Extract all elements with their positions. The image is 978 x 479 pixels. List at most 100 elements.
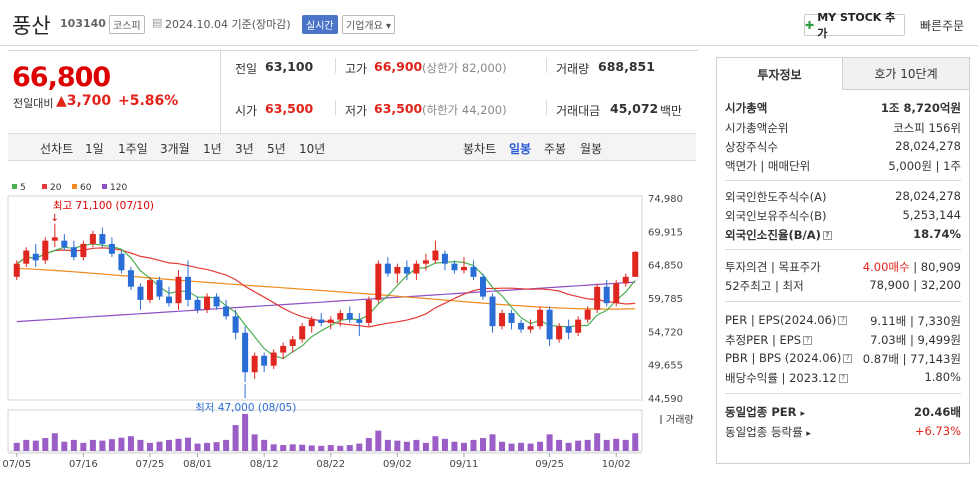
stock-chart[interactable]: 5 20 60 120 74,980 69,915 64,850 59,785 54,720 49… — [0, 170, 700, 475]
my-stock-add-button[interactable]: ✚ MY STOCK 추가 — [804, 11, 905, 40]
volume-bar — [251, 434, 258, 451]
help-icon[interactable]: ? — [838, 316, 848, 325]
candle-body — [413, 263, 420, 274]
prev-label: 전일 — [235, 62, 258, 76]
candle-body — [613, 283, 620, 304]
info-sublabel: BPS (2024.06) — [759, 351, 842, 365]
tab-monthly[interactable]: 월봉 — [580, 142, 603, 156]
volume-bar — [356, 443, 363, 451]
info-row: 동일업종 PER ▸ 20.46배 — [725, 404, 961, 421]
help-icon[interactable]: ? — [822, 231, 832, 240]
tab-invest-info[interactable]: 투자정보 — [717, 58, 843, 90]
lower-limit: (하한가 44,200) — [422, 103, 507, 117]
volume-bar — [394, 440, 401, 451]
info-row: 동일업종 등락률 ▸ +6.73% — [725, 424, 961, 441]
volume-axis-marker — [660, 415, 662, 424]
volume-bar — [204, 442, 211, 451]
y-tick-label: 64,850 — [648, 261, 683, 272]
x-tick-label: 08/22 — [316, 459, 345, 470]
tab-1d[interactable]: 1일 — [85, 142, 104, 156]
help-icon[interactable]: ? — [843, 354, 853, 363]
volume-value: 688,851 — [598, 59, 655, 74]
tab-orderbook[interactable]: 호가 10단계 — [843, 58, 969, 90]
candle-body — [51, 237, 58, 241]
info-row: 외국인보유주식수(B) 5,253,144 — [725, 208, 961, 225]
tab-daily[interactable]: 일봉 — [509, 142, 532, 156]
candle-body — [70, 247, 77, 258]
panel-divider — [725, 301, 961, 302]
volume-bar — [270, 444, 277, 451]
info-value: 9,499원 — [917, 333, 961, 347]
amount-value: 45,072 — [610, 101, 659, 116]
info-label: 외국인한도주식수(A) — [725, 190, 827, 204]
volume-bar — [384, 439, 391, 451]
candle-body — [194, 299, 201, 310]
info-value: 77,143원 — [910, 352, 961, 366]
candle-chart-label: 봉차트 — [463, 142, 497, 156]
volume-bar — [470, 439, 477, 451]
volume-bar — [413, 439, 420, 451]
info-row: 추정PER | EPS? 7.03배 | 9,499원 — [725, 333, 961, 347]
tab-weekly[interactable]: 주봉 — [544, 142, 567, 156]
company-overview-dropdown[interactable]: 기업개요 ▾ — [342, 15, 396, 34]
high-label: 고가 — [345, 62, 368, 76]
max-annotation: 최고 71,100 (07/10) — [53, 200, 154, 212]
tab-3m[interactable]: 3개월 — [160, 142, 190, 156]
x-tick-label: 07/16 — [69, 459, 98, 470]
panel-divider — [725, 393, 961, 394]
market-badge: 코스피 — [109, 15, 145, 34]
open-label: 시가 — [235, 104, 258, 118]
volume-bar — [422, 442, 429, 451]
candle-body — [365, 299, 372, 323]
x-tick-label: 07/25 — [136, 459, 165, 470]
x-tick-label: 09/11 — [450, 459, 479, 470]
help-icon[interactable]: ? — [838, 374, 848, 383]
y-tick-label: 59,785 — [648, 294, 683, 305]
candle-body — [146, 280, 153, 300]
sep — [546, 100, 547, 115]
tab-5y[interactable]: 5년 — [267, 142, 286, 156]
volume-bar — [280, 445, 287, 451]
info-value: 1.80% — [924, 370, 961, 384]
tab-10y[interactable]: 10년 — [299, 142, 326, 156]
volume-bar — [127, 436, 134, 451]
ma-60-line — [16, 267, 636, 310]
candle-body — [280, 345, 287, 353]
volume-bar — [99, 440, 106, 451]
candle-body — [499, 313, 506, 327]
tab-1y[interactable]: 1년 — [203, 142, 222, 156]
info-label: 상장주식수 — [725, 140, 778, 154]
tab-1w[interactable]: 1주일 — [118, 142, 148, 156]
volume-bar — [480, 438, 486, 451]
info-label: 시가총액 — [725, 101, 768, 115]
panel-divider — [725, 249, 961, 250]
candle-body — [470, 266, 477, 277]
candle-body — [565, 326, 572, 333]
quick-order-link[interactable]: 빠른주문 — [920, 19, 965, 33]
info-value: 18.74% — [913, 227, 961, 241]
candle-body — [99, 234, 106, 244]
volume-bar — [594, 433, 601, 451]
info-value: 7.03배 — [870, 333, 907, 347]
info-row: PER | EPS(2024.06)? 9.11배 | 7,330원 — [725, 313, 961, 328]
date-info: 2024.10.04 기준(장마감) — [165, 18, 291, 31]
tab-3y[interactable]: 3년 — [235, 142, 254, 156]
info-row: 액면가 | 매매단위 5,000원 | 1주 — [725, 158, 961, 175]
volume-bar — [289, 444, 296, 451]
legend-label: 60 — [80, 183, 92, 193]
info-value: 28,024,278 — [895, 139, 961, 153]
info-value: 5,253,144 — [902, 208, 961, 222]
chevron-down-icon: ▾ — [386, 21, 392, 32]
candle-body — [232, 316, 239, 333]
volume-bar — [556, 439, 563, 451]
info-label: 시가총액순위 — [725, 121, 789, 135]
volume-bar — [70, 439, 77, 451]
info-label: 52주최고 | 최저 — [725, 279, 804, 293]
help-icon[interactable]: ? — [803, 336, 813, 345]
min-annotation: 최저 47,000 (08/05) — [195, 402, 296, 414]
realtime-badge[interactable]: 실시간 — [302, 15, 338, 34]
chevron-right-icon: ▸ — [806, 429, 811, 439]
candle-body — [185, 276, 192, 300]
change-label: 전일대비 — [13, 97, 54, 110]
candle-body — [356, 319, 363, 323]
